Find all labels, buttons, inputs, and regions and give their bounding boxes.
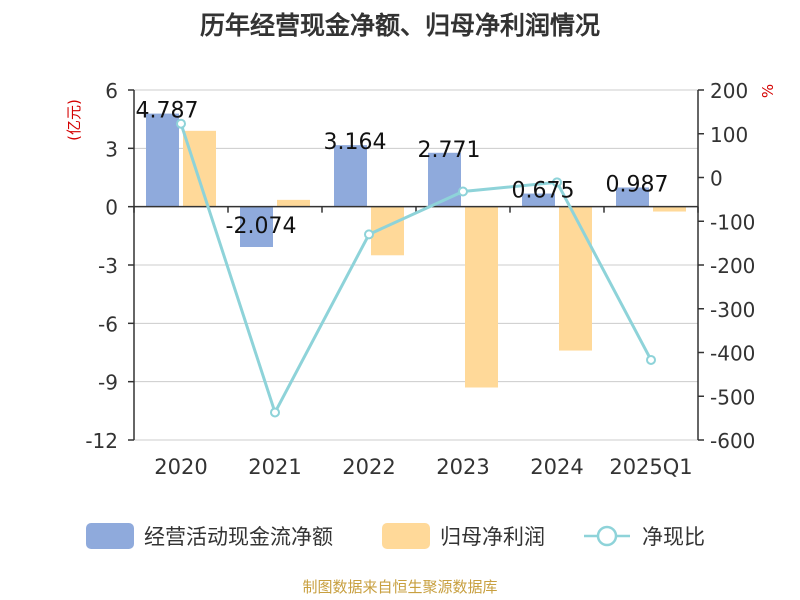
cash-flow-bar [334, 145, 367, 207]
y-right-tick-label: -300 [710, 298, 755, 322]
ratio-line-layer [176, 118, 656, 418]
cash-flow-bar [428, 152, 461, 207]
legend: 经营活动现金流净额 归母净利润 净现比 [0, 516, 800, 556]
y-left-tick-label: -3 [98, 254, 118, 278]
y-right-tick-label: -600 [710, 429, 755, 453]
y-right-tick-label: 100 [710, 123, 748, 147]
y-left-tick-label: -6 [98, 312, 118, 336]
x-tick-label: 2023 [436, 455, 489, 479]
y-right-tick-label: 0 [710, 167, 723, 191]
y-right-tick-label: -100 [710, 210, 755, 234]
x-tick-label: 2024 [530, 455, 583, 479]
y-left-tick-label: 3 [105, 137, 118, 161]
chart-plot: 6 3 0 -3 -6 -9 -12 200 100 0 -100 -200 -300 -400 -500 -… [65, 79, 777, 479]
cash-flow-bar [522, 193, 555, 207]
y-right-tick-label: -200 [710, 254, 755, 278]
ratio-point [176, 118, 186, 129]
legend-label-cash: 经营活动现金流净额 [144, 525, 333, 549]
cash-flow-data-label: -2.074 [226, 214, 297, 239]
chart-title: 历年经营现金净额、归母净利润情况 [199, 11, 600, 40]
legend-label-profit: 归母净利润 [440, 525, 545, 549]
ratio-point [458, 186, 468, 197]
cash-flow-bar [146, 113, 179, 207]
ratio-line [179, 123, 653, 417]
y-right-tick-label: 200 [710, 79, 748, 103]
net-profit-bar [653, 206, 686, 212]
ratio-point [364, 229, 374, 240]
y-right-tick-label: -400 [710, 342, 755, 366]
y-left-tick-label: -12 [85, 429, 118, 453]
legend-swatch-cash [86, 523, 134, 549]
data-source-note: 制图数据来自恒生聚源数据库 [302, 578, 498, 596]
net-profit-bar [559, 206, 592, 351]
cash-flow-data-label: 2.771 [418, 138, 481, 163]
x-tick-label: 2021 [248, 455, 301, 479]
legend-item-profit[interactable]: 归母净利润 [382, 516, 545, 556]
right-axis-unit: % [759, 84, 777, 98]
grid-lines [134, 89, 698, 441]
y-left-tick-label: 0 [105, 196, 118, 220]
cash-flow-data-label: 0.987 [606, 172, 669, 197]
legend-label-ratio: 净现比 [642, 525, 705, 549]
x-tick-label: 2025Q1 [609, 455, 692, 479]
cash-flow-bar [616, 187, 649, 207]
net-profit-bar [465, 206, 498, 388]
left-axis-unit: (亿元) [65, 99, 83, 141]
cash-flow-bar [240, 206, 273, 247]
legend-item-ratio[interactable]: 净现比 [582, 516, 705, 556]
cash-flow-data-label: 3.164 [324, 130, 387, 155]
legend-item-cash[interactable]: 经营活动现金流净额 [86, 516, 333, 556]
data-label-layer: 4.787 -2.074 3.164 2.771 0.675 0.987 [136, 99, 669, 239]
ratio-point [552, 177, 562, 188]
y-left-tick-label: -9 [98, 371, 118, 395]
y-right-tick-label: -500 [710, 385, 755, 409]
net-profit-bar [277, 199, 310, 207]
cash-flow-data-label: 4.787 [136, 99, 199, 124]
cash-flow-data-label: 0.675 [512, 179, 575, 204]
x-tick-label: 2020 [154, 455, 207, 479]
x-tick-label: 2022 [342, 455, 395, 479]
ratio-point [270, 407, 280, 418]
bar-layer [146, 113, 686, 388]
ratio-point [646, 354, 656, 365]
axes: 6 3 0 -3 -6 -9 -12 200 100 0 -100 -200 -300 -400 -500 -… [85, 79, 755, 479]
legend-line-marker-icon [584, 525, 630, 547]
legend-swatch-profit [382, 523, 430, 549]
y-left-tick-label: 6 [105, 79, 118, 103]
